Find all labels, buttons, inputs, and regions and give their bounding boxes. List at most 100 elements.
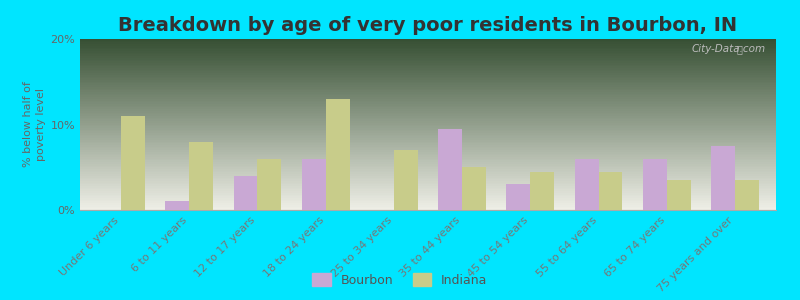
Bar [80, 171, 776, 172]
Bar [80, 41, 776, 42]
Bar [80, 78, 776, 80]
Bar [462, 167, 486, 210]
Bar [80, 155, 776, 157]
Bar [80, 176, 776, 178]
Bar [80, 167, 776, 169]
Bar [80, 159, 776, 161]
Bar [80, 126, 776, 128]
Bar [80, 83, 776, 85]
Bar [80, 76, 776, 78]
Bar [80, 71, 776, 73]
Bar [598, 172, 622, 210]
Bar [80, 143, 776, 145]
Bar [80, 198, 776, 200]
Bar [80, 88, 776, 90]
Bar [80, 106, 776, 107]
Bar [80, 130, 776, 131]
Bar [326, 99, 350, 210]
Bar [80, 191, 776, 193]
Bar [394, 150, 418, 210]
Bar [80, 109, 776, 111]
Bar [80, 85, 776, 87]
Bar [80, 49, 776, 51]
Bar [80, 124, 776, 126]
Bar [80, 205, 776, 207]
Bar [80, 150, 776, 152]
Bar [80, 111, 776, 112]
Bar [80, 92, 776, 94]
Bar [80, 44, 776, 46]
Bar [80, 186, 776, 188]
Bar [121, 116, 145, 210]
Bar [80, 136, 776, 138]
Bar [80, 202, 776, 203]
Bar [80, 116, 776, 118]
Bar [80, 112, 776, 114]
Bar [80, 87, 776, 88]
Text: ⓘ: ⓘ [737, 44, 742, 54]
Bar [80, 183, 776, 184]
Bar [80, 118, 776, 119]
Title: Breakdown by age of very poor residents in Bourbon, IN: Breakdown by age of very poor residents … [118, 16, 738, 35]
Bar [80, 58, 776, 59]
Bar [80, 188, 776, 190]
Bar [80, 65, 776, 66]
Y-axis label: % below half of
poverty level: % below half of poverty level [23, 82, 46, 167]
Bar [80, 73, 776, 75]
Bar [80, 148, 776, 150]
Bar [80, 131, 776, 133]
Bar [80, 54, 776, 56]
Bar [530, 172, 554, 210]
Bar [80, 56, 776, 58]
Bar [80, 104, 776, 106]
Bar [80, 46, 776, 48]
Bar [80, 102, 776, 104]
Bar [80, 208, 776, 210]
Bar [80, 195, 776, 196]
Bar [80, 48, 776, 49]
Bar [80, 53, 776, 54]
Bar [735, 180, 759, 210]
Bar [80, 164, 776, 166]
Bar [80, 61, 776, 63]
Bar [80, 172, 776, 174]
Bar [80, 181, 776, 183]
Bar [80, 200, 776, 202]
Bar [80, 193, 776, 195]
Bar [80, 133, 776, 135]
Bar [80, 207, 776, 208]
Bar [80, 178, 776, 179]
Bar [506, 184, 530, 210]
Bar [80, 121, 776, 123]
Bar [80, 196, 776, 198]
Bar [234, 176, 258, 210]
Bar [80, 140, 776, 142]
Bar [258, 159, 282, 210]
Bar [80, 68, 776, 70]
Bar [80, 179, 776, 181]
Bar [80, 97, 776, 99]
Bar [302, 159, 326, 210]
Bar [80, 169, 776, 171]
Bar [438, 129, 462, 210]
Bar [80, 59, 776, 61]
Bar [80, 114, 776, 116]
Bar [80, 142, 776, 143]
Bar [80, 138, 776, 140]
Bar [80, 75, 776, 76]
Bar [574, 159, 598, 210]
Bar [80, 157, 776, 159]
Bar [80, 39, 776, 41]
Bar [80, 119, 776, 121]
Bar [80, 190, 776, 191]
Bar [80, 95, 776, 97]
Bar [80, 147, 776, 148]
Bar [80, 162, 776, 164]
Bar [80, 123, 776, 124]
Bar [80, 63, 776, 65]
Bar [80, 174, 776, 176]
Bar [80, 94, 776, 95]
Bar [80, 66, 776, 68]
Bar [667, 180, 690, 210]
Bar [80, 154, 776, 155]
